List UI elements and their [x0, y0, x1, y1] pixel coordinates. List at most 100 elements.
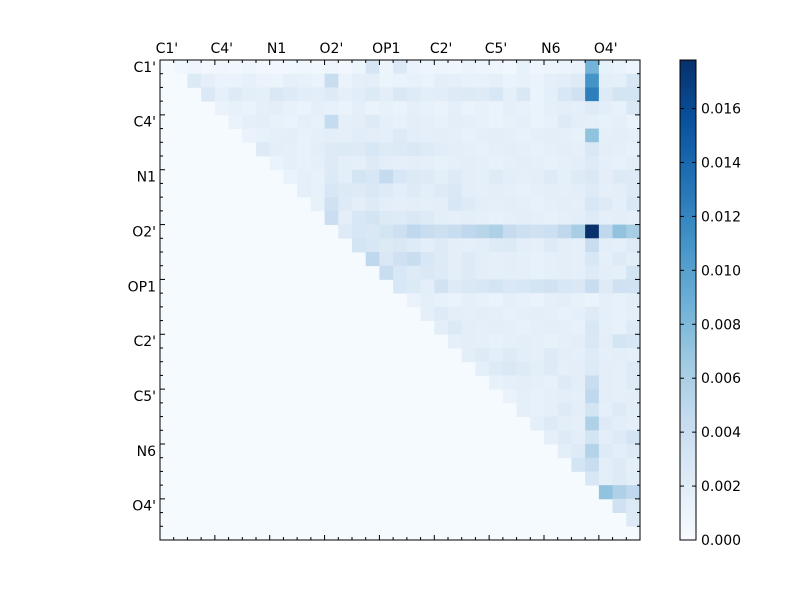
- heatmap-cell: [434, 183, 449, 198]
- heatmap-cell: [516, 389, 531, 404]
- heatmap-cell: [571, 224, 586, 239]
- heatmap-cell: [489, 114, 504, 129]
- heatmap-cell: [544, 210, 559, 225]
- heatmap-cell: [379, 169, 394, 184]
- heatmap-cell: [379, 183, 394, 198]
- heatmap-cell: [626, 101, 641, 116]
- heatmap-cell: [612, 210, 627, 225]
- heatmap-cell: [598, 210, 613, 225]
- y-tick-label: C1': [133, 60, 156, 76]
- heatmap-cell: [283, 142, 298, 157]
- heatmap-cell: [461, 169, 476, 184]
- colorbar-tick-label: 0.010: [701, 263, 741, 279]
- heatmap-cell: [489, 279, 504, 294]
- heatmap-cell: [338, 169, 353, 184]
- heatmap-cell: [461, 224, 476, 239]
- heatmap-cell: [612, 471, 627, 486]
- heatmap-cell: [626, 73, 641, 88]
- heatmap-cell: [585, 252, 600, 267]
- heatmap-cell: [585, 210, 600, 225]
- heatmap-cell: [544, 320, 559, 335]
- heatmap-cell: [612, 87, 627, 102]
- heatmap-cell: [571, 320, 586, 335]
- heatmap-cell: [530, 279, 545, 294]
- heatmap-cell: [516, 224, 531, 239]
- heatmap-cell: [502, 169, 517, 184]
- heatmap-cell: [516, 306, 531, 321]
- heatmap-cell: [626, 60, 641, 75]
- heatmap-cell: [475, 238, 490, 253]
- heatmap-cell: [502, 279, 517, 294]
- heatmap-cell: [393, 87, 408, 102]
- heatmap-cell: [434, 252, 449, 267]
- heatmap-cell: [557, 169, 572, 184]
- heatmap-cell: [461, 279, 476, 294]
- heatmap-cell: [585, 265, 600, 280]
- heatmap-cell: [598, 444, 613, 459]
- heatmap-cell: [571, 306, 586, 321]
- heatmap-cell: [420, 183, 435, 198]
- y-tick-label: N6: [137, 444, 156, 460]
- heatmap-cell: [448, 169, 463, 184]
- heatmap-cell: [420, 238, 435, 253]
- heatmap-cell: [626, 402, 641, 417]
- heatmap-cell: [626, 142, 641, 157]
- heatmap-cell: [489, 87, 504, 102]
- heatmap-cell: [461, 265, 476, 280]
- colorbar-tick-label: 0.006: [701, 371, 741, 387]
- heatmap-cell: [379, 114, 394, 129]
- heatmap-cell: [214, 87, 229, 102]
- heatmap-cell: [324, 197, 339, 212]
- heatmap-cell: [338, 87, 353, 102]
- heatmap-cell: [475, 114, 490, 129]
- heatmap-cell: [365, 238, 380, 253]
- heatmap-cell: [557, 306, 572, 321]
- heatmap-cell: [502, 183, 517, 198]
- heatmap-cell: [516, 169, 531, 184]
- heatmap-cell: [598, 402, 613, 417]
- axis-ticks: [159, 59, 641, 541]
- heatmap-cell: [502, 389, 517, 404]
- heatmap-cell: [502, 361, 517, 376]
- heatmap-cell: [557, 238, 572, 253]
- heatmap-cell: [502, 265, 517, 280]
- heatmap-cell: [544, 128, 559, 143]
- heatmap-cell: [420, 142, 435, 157]
- heatmap-cell: [516, 156, 531, 171]
- heatmap-cell: [530, 73, 545, 88]
- y-tick-label: C4': [133, 115, 156, 131]
- heatmap-cell: [434, 197, 449, 212]
- heatmap-cell: [475, 101, 490, 116]
- heatmap-cell: [585, 416, 600, 431]
- heatmap-cell: [502, 224, 517, 239]
- heatmap-cell: [379, 87, 394, 102]
- heatmap-cell: [379, 101, 394, 116]
- heatmap-cell: [612, 334, 627, 349]
- heatmap-cell: [406, 183, 421, 198]
- heatmap-cell: [626, 334, 641, 349]
- heatmap-cell: [365, 128, 380, 143]
- heatmap-cell: [269, 114, 284, 129]
- heatmap-cell: [201, 73, 216, 88]
- heatmap-cell: [338, 210, 353, 225]
- heatmap-cell: [502, 334, 517, 349]
- heatmap-cell: [448, 279, 463, 294]
- colorbar-tick-label: 0.002: [701, 479, 741, 495]
- x-tick-label: C4': [210, 41, 233, 57]
- heatmap-cell: [406, 60, 421, 75]
- x-tick-label: N6: [541, 41, 560, 57]
- heatmap-cell: [557, 348, 572, 363]
- heatmap-cell: [544, 224, 559, 239]
- heatmap-cell: [310, 197, 325, 212]
- y-tick-labels: C1' C4' N1 O2' OP1 C2' C5' N6 O4': [128, 60, 156, 515]
- heatmap-cell: [420, 210, 435, 225]
- heatmap-cell: [598, 375, 613, 390]
- heatmap-cell: [448, 87, 463, 102]
- heatmap-cell: [406, 73, 421, 88]
- heatmap-cell: [626, 416, 641, 431]
- heatmap-cell: [557, 156, 572, 171]
- heatmap-cell: [626, 224, 641, 239]
- heatmap-cell: [516, 402, 531, 417]
- heatmap-cell: [475, 210, 490, 225]
- heatmap-cell: [585, 471, 600, 486]
